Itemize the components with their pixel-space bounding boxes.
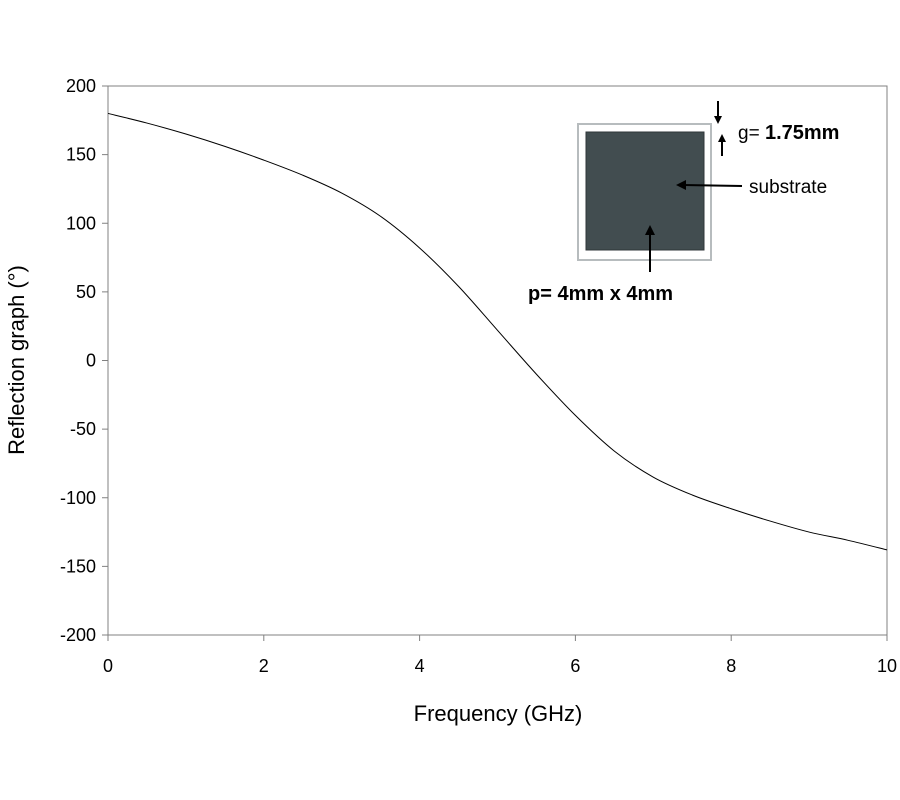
y-tick-label: 50	[76, 282, 96, 302]
inset-diagram: substrate p= 4mm x 4mm g= 1.75mm	[528, 101, 839, 305]
x-tick-label: 6	[570, 656, 580, 676]
period-arrowhead	[645, 225, 655, 235]
gap-arrowhead-top	[714, 116, 722, 124]
y-tick-label: 150	[66, 145, 96, 165]
y-tick-label: -50	[70, 419, 96, 439]
y-axis-label: Reflection graph (°)	[4, 265, 29, 455]
series-line	[107, 112, 888, 551]
period-label: p= 4mm x 4mm	[528, 283, 673, 305]
substrate-arrowhead	[676, 180, 686, 190]
x-tick-label: 0	[103, 656, 113, 676]
gap-label: g= 1.75mm	[738, 122, 839, 144]
y-tick-label: 100	[66, 213, 96, 233]
gap-label-prefix: g=	[738, 123, 765, 144]
substrate-arrow	[682, 184, 743, 187]
substrate-square	[585, 131, 705, 251]
substrate-label: substrate	[749, 177, 827, 198]
plot-area	[107, 85, 888, 636]
x-tick-label: 4	[415, 656, 425, 676]
y-tick-label: 200	[66, 76, 96, 96]
x-axis-label: Frequency (GHz)	[414, 701, 583, 726]
y-tick-label: -150	[60, 556, 96, 576]
y-tick-label: -200	[60, 625, 96, 645]
y-tick-label: 0	[86, 351, 96, 371]
x-tick-label: 8	[726, 656, 736, 676]
y-axis-ticks: 200 150 100 50 0 -50 -100 -150 -200	[60, 76, 108, 645]
x-axis-ticks: 0 2 4 6 8 10	[103, 635, 897, 676]
gap-arrowhead-bottom	[718, 134, 726, 142]
y-tick-label: -100	[60, 488, 96, 508]
x-tick-label: 10	[877, 656, 897, 676]
x-tick-label: 2	[259, 656, 269, 676]
gap-label-value: 1.75mm	[765, 122, 840, 144]
